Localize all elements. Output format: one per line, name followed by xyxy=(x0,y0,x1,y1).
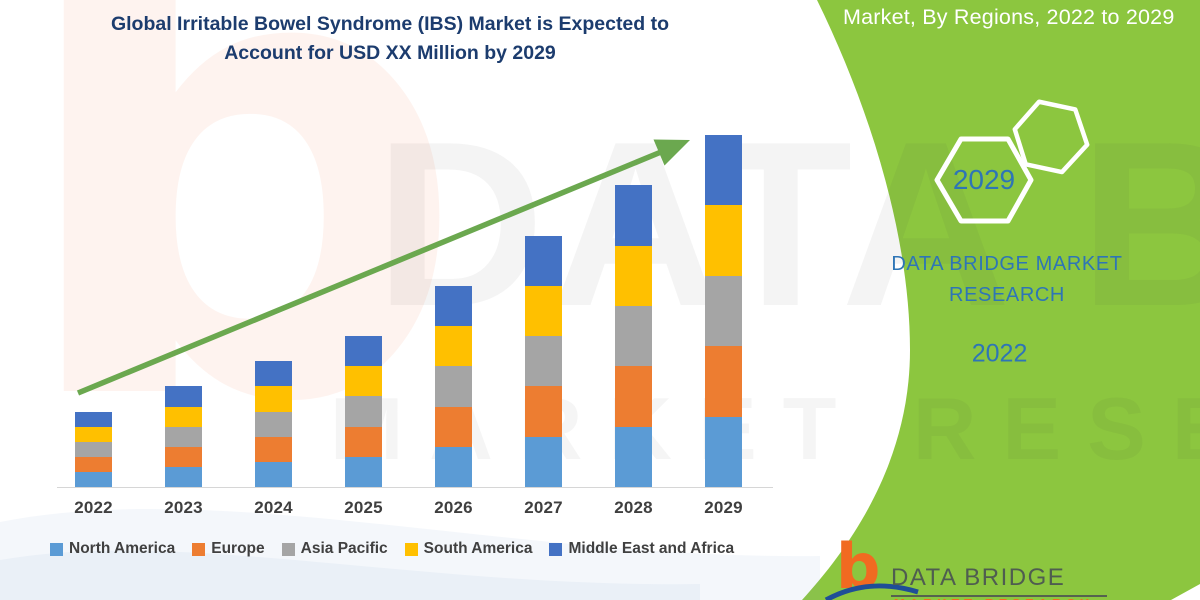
bar-segment-2029-asia-pacific xyxy=(705,275,742,347)
bar-segment-2027-middle-east-and-africa xyxy=(525,235,562,286)
year-label-2026: 2026 xyxy=(434,498,473,517)
bar-segment-2028-north-america xyxy=(615,426,652,487)
legend-item-north-america: North America xyxy=(50,540,175,558)
legend-item-asia-pacific: Asia Pacific xyxy=(281,540,388,558)
bar-segment-2027-south-america xyxy=(525,285,562,337)
legend-swatch-icon xyxy=(281,542,295,556)
bar-segment-2023-middle-east-and-africa xyxy=(165,386,202,407)
year-label-2024: 2024 xyxy=(254,498,293,517)
page-title: Global Irritable Bowel Syndrome (IBS) Ma… xyxy=(70,10,710,68)
bar-segment-2026-south-america xyxy=(435,326,472,367)
year-label-2027: 2027 xyxy=(524,498,563,517)
bar-segment-2022-asia-pacific xyxy=(75,441,112,457)
legend-label: Europe xyxy=(211,540,265,557)
green-panel-shape xyxy=(802,0,1200,600)
bar-segment-2024-europe xyxy=(255,436,292,462)
legend-label: South America xyxy=(423,540,533,557)
bar-segment-2026-north-america xyxy=(435,446,472,487)
hexagon-2029: 2029 xyxy=(934,136,1034,224)
bar-segment-2027-north-america xyxy=(525,436,562,487)
bar-segment-2022-south-america xyxy=(75,426,112,442)
bar-segment-2025-north-america xyxy=(345,456,382,487)
legend-swatch-icon xyxy=(549,542,563,556)
bar-segment-2023-asia-pacific xyxy=(165,426,202,447)
hexagon-2022-label: 2022 xyxy=(972,340,1028,368)
legend-item-middle-east-and-africa: Middle East and Africa xyxy=(549,540,734,558)
hexagon-2029-label: 2029 xyxy=(953,164,1015,195)
page-title-line2: Account for USD XX Million by 2029 xyxy=(224,42,556,64)
legend-swatch-icon xyxy=(192,542,206,556)
year-label-2022: 2022 xyxy=(74,498,113,517)
bar-segment-2023-south-america xyxy=(165,406,202,427)
dbmr-logo-name: DATA BRIDGE xyxy=(891,564,1108,597)
watermark-data-bridge: DATA BRIDGE xyxy=(375,92,1200,355)
bar-segment-2024-asia-pacific xyxy=(255,411,292,437)
legend-item-europe: Europe xyxy=(192,540,265,558)
bar-segment-2024-south-america xyxy=(255,386,292,412)
bar-segment-2027-asia-pacific xyxy=(525,336,562,387)
legend-swatch-icon xyxy=(404,542,418,556)
legend-item-south-america: South America xyxy=(404,540,533,558)
bar-segment-2025-middle-east-and-africa xyxy=(345,336,382,367)
bar-segment-2029-europe xyxy=(705,346,742,417)
bar-segment-2023-europe xyxy=(165,446,202,467)
bar-segment-2025-europe xyxy=(345,426,382,457)
legend: North America Europe Asia Pacific South Ame… xyxy=(50,540,734,558)
bar-segment-2029-south-america xyxy=(705,205,742,276)
legend-label: Middle East and Africa xyxy=(568,540,735,557)
bar-segment-2026-europe xyxy=(435,406,472,447)
panel-header: Market, By Regions, 2022 to 2029 xyxy=(843,5,1175,29)
bar-segment-2024-north-america xyxy=(255,461,292,487)
brand-text: DATA BRIDGE MARKET RESEARCH xyxy=(891,253,1123,306)
bar-segment-2028-europe xyxy=(615,366,652,427)
bar-segment-2023-north-america xyxy=(165,466,202,487)
year-label-2029: 2029 xyxy=(704,498,743,517)
year-label-2023: 2023 xyxy=(164,498,203,517)
bar-segment-2022-europe xyxy=(75,456,112,472)
legend-swatch-icon xyxy=(50,542,63,556)
bar-segment-2025-asia-pacific xyxy=(345,396,382,427)
year-label-2025: 2025 xyxy=(344,498,383,517)
bar-segment-2026-middle-east-and-africa xyxy=(435,285,472,327)
bar-segment-2026-asia-pacific xyxy=(435,366,472,407)
hexagon-2022: 2022 xyxy=(972,99,1090,368)
bar-segment-2027-europe xyxy=(525,386,562,437)
bar-segment-2022-middle-east-and-africa xyxy=(75,411,112,427)
year-label-2028: 2028 xyxy=(614,498,653,517)
x-axis-line xyxy=(57,487,773,488)
bar-segment-2022-north-america xyxy=(75,471,112,487)
legend-label: Asia Pacific xyxy=(300,540,388,557)
bar-segment-2028-asia-pacific xyxy=(615,305,652,367)
bar-segment-2028-middle-east-and-africa xyxy=(615,185,652,246)
page-title-line1: Global Irritable Bowel Syndrome (IBS) Ma… xyxy=(110,13,670,35)
watermark-market-research: MARKET RESEARCH xyxy=(330,379,1200,478)
dbmr-logo-subtitle: MARKET RESEARCH xyxy=(894,596,1094,600)
bar-segment-2025-south-america xyxy=(345,366,382,397)
bar-segment-2029-middle-east-and-africa xyxy=(705,134,742,206)
bar-segment-2024-middle-east-and-africa xyxy=(255,361,292,387)
dbmr-b-watermark-icon: b xyxy=(10,0,469,542)
legend-label: North America xyxy=(69,540,176,557)
bar-segment-2029-north-america xyxy=(705,416,742,487)
bar-segment-2028-south-america xyxy=(615,245,652,306)
